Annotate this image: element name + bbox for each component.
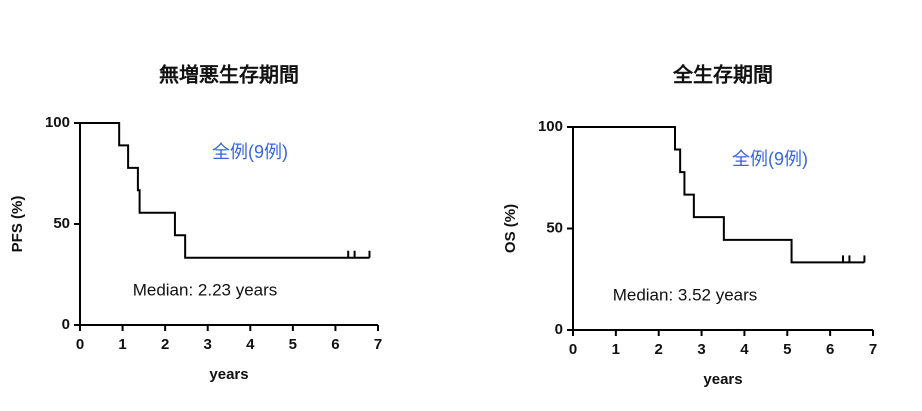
chart-title: 無増悪生存期間 — [159, 62, 299, 86]
y-tick-label: 50 — [546, 219, 563, 236]
x-tick-label: 7 — [869, 341, 877, 358]
x-axis-label: years — [703, 371, 742, 388]
y-tick-label: 100 — [45, 114, 70, 131]
x-tick-label: 0 — [569, 341, 577, 358]
x-tick-label: 4 — [740, 341, 749, 358]
x-tick-label: 0 — [76, 336, 84, 353]
x-tick-label: 1 — [118, 336, 126, 353]
y-tick-label: 0 — [62, 316, 70, 333]
annotation: 全例(9例) — [732, 149, 808, 169]
x-tick-label: 5 — [783, 341, 791, 358]
y-axis-label: OS (%) — [502, 204, 519, 253]
x-tick-label: 3 — [697, 341, 705, 358]
survival-curve — [573, 126, 865, 264]
x-tick-label: 7 — [374, 336, 382, 353]
x-tick-label: 2 — [161, 336, 169, 353]
annotation: Median: 2.23 years — [133, 280, 278, 299]
x-tick-label: 3 — [204, 336, 212, 353]
x-tick-label: 6 — [331, 336, 339, 353]
annotation: Median: 3.52 years — [613, 285, 758, 304]
x-tick-label: 5 — [289, 336, 297, 353]
x-tick-label: 1 — [612, 341, 620, 358]
x-tick-label: 2 — [655, 341, 663, 358]
y-tick-label: 50 — [53, 215, 70, 232]
annotation: 全例(9例) — [212, 142, 288, 162]
x-axis-label: years — [209, 366, 248, 383]
survival-curve — [80, 122, 370, 259]
y-tick-label: 100 — [538, 118, 563, 135]
x-tick-label: 6 — [826, 341, 834, 358]
y-axis-label: PFS (%) — [9, 196, 26, 253]
chart-title: 全生存期間 — [672, 62, 773, 86]
x-tick-label: 4 — [246, 336, 255, 353]
y-tick-label: 0 — [555, 321, 563, 338]
